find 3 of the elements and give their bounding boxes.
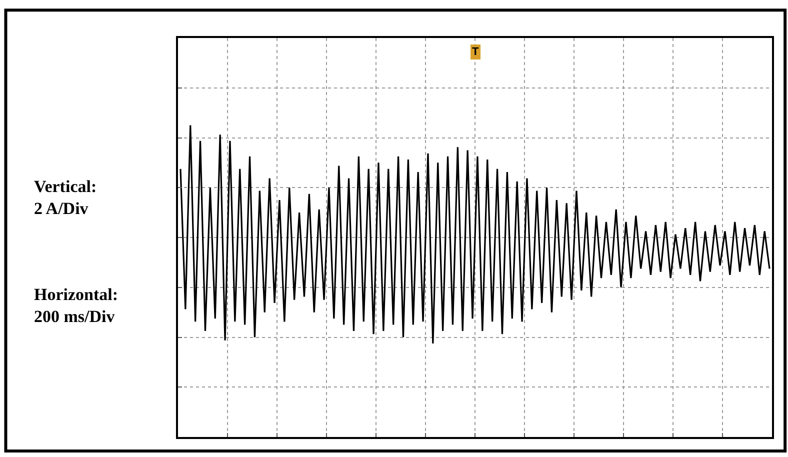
text: Vertical: 2 A/Div — [34, 177, 97, 218]
text: T — [472, 46, 479, 58]
text: Horizontal: 200 ms/Div — [34, 285, 118, 326]
